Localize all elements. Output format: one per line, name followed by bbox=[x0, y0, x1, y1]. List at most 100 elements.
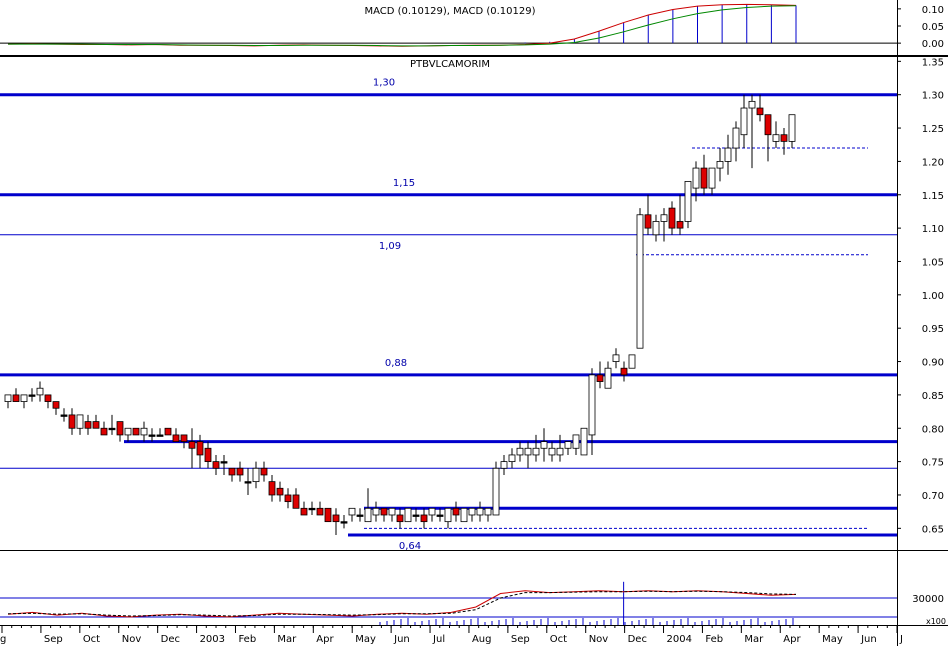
x-tick-label: Dec bbox=[161, 634, 180, 645]
candle-body bbox=[164, 427, 172, 436]
candle-body bbox=[76, 414, 84, 429]
candle-body bbox=[348, 507, 356, 516]
candle-body bbox=[252, 467, 260, 483]
candle-body bbox=[436, 514, 444, 517]
candle-body bbox=[556, 447, 564, 456]
volume-multiplier: x100 bbox=[926, 617, 946, 626]
candle-body bbox=[524, 447, 532, 456]
candle-body bbox=[140, 427, 148, 436]
x-tick-label: Nov bbox=[589, 634, 609, 645]
x-tick-label: Oct bbox=[83, 634, 100, 645]
x-tick-label: J bbox=[899, 634, 903, 645]
candle-body bbox=[492, 467, 500, 516]
candle-body bbox=[284, 494, 292, 503]
candle-body bbox=[372, 507, 380, 516]
price-tick-label: 0.80 bbox=[922, 424, 944, 435]
price-title: PTBVLCAMORIM bbox=[410, 59, 490, 70]
level-label: 1,30 bbox=[373, 78, 395, 89]
candle-body bbox=[396, 514, 404, 523]
price-tick-label: 0.85 bbox=[922, 391, 944, 402]
level-label: 0,88 bbox=[385, 358, 407, 369]
macd-title: MACD (0.10129), MACD (0.10129) bbox=[365, 6, 536, 17]
x-tick-label: Feb bbox=[238, 634, 256, 645]
x-tick-label: Sep bbox=[511, 634, 530, 645]
x-tick-label: Jun bbox=[860, 634, 877, 645]
candle-body bbox=[652, 221, 660, 236]
candle-body bbox=[20, 394, 28, 402]
candle-body bbox=[132, 427, 140, 436]
candle-body bbox=[324, 507, 332, 523]
macd-tick-label: 0.10 bbox=[922, 5, 944, 16]
x-axis: g Sep Oct Nov Dec 2003 Feb Mar Apr May Jun Jul Aug Se… bbox=[0, 625, 903, 645]
price-tick-label: 1.20 bbox=[922, 157, 944, 168]
candle-body bbox=[124, 427, 132, 436]
candle-body bbox=[620, 367, 628, 376]
candle-body bbox=[532, 447, 540, 456]
x-tick-label: Apr bbox=[783, 634, 801, 645]
macd-panel: MACD (0.10129), MACD (0.10129) 0.10 0.05 0… bbox=[0, 3, 944, 50]
volume-panel: 30000 x100 bbox=[0, 581, 946, 626]
candle-body bbox=[36, 387, 44, 396]
price-tick-label: 0.65 bbox=[922, 524, 944, 535]
price-tick-label: 1.25 bbox=[922, 124, 944, 135]
candle-body bbox=[92, 421, 100, 429]
candle-body bbox=[212, 461, 220, 469]
candle-body bbox=[724, 147, 732, 162]
candle-body bbox=[444, 507, 452, 523]
candle-body bbox=[308, 507, 316, 511]
x-tick-label: Sep bbox=[44, 634, 63, 645]
price-tick-label: 1.10 bbox=[922, 224, 944, 235]
x-tick-label: Aug bbox=[472, 634, 492, 645]
candle-body bbox=[204, 447, 212, 463]
candle-body bbox=[748, 100, 756, 109]
candle-body bbox=[300, 507, 308, 516]
x-tick-label: Mar bbox=[277, 634, 297, 645]
macd-tick-label: 0.00 bbox=[922, 39, 944, 50]
candle-body bbox=[604, 367, 612, 389]
candle-body bbox=[260, 467, 268, 476]
price-tick-label: 1.00 bbox=[922, 291, 944, 302]
candle-body bbox=[108, 427, 116, 431]
x-tick-label: May bbox=[822, 634, 843, 645]
candle-body bbox=[60, 414, 68, 417]
level-label: 1,15 bbox=[393, 178, 415, 189]
candle-body bbox=[276, 487, 284, 496]
candle-body bbox=[676, 221, 684, 229]
candle-body bbox=[292, 494, 300, 509]
x-tick-label: Nov bbox=[122, 634, 142, 645]
candle-body bbox=[668, 207, 676, 229]
candle-body bbox=[644, 214, 652, 229]
candle-body bbox=[412, 514, 420, 517]
candle-body bbox=[268, 481, 276, 496]
level-label: 0,64 bbox=[399, 541, 421, 552]
candle-body bbox=[564, 441, 572, 449]
x-tick-label: g bbox=[0, 634, 6, 645]
candle-body bbox=[388, 507, 396, 516]
candle-body bbox=[84, 421, 92, 429]
candle-body bbox=[692, 167, 700, 189]
candle-body bbox=[684, 181, 692, 222]
candle-body bbox=[156, 434, 164, 437]
x-tick-label: 2003 bbox=[200, 634, 225, 645]
candle-body bbox=[572, 434, 580, 449]
x-tick-label: Oct bbox=[550, 634, 567, 645]
candle-body bbox=[788, 114, 796, 142]
candle-body bbox=[460, 507, 468, 523]
x-tick-label: Apr bbox=[316, 634, 334, 645]
candle-body bbox=[28, 394, 36, 397]
candle-body bbox=[172, 434, 180, 442]
candle-body bbox=[732, 127, 740, 149]
candle-body bbox=[780, 134, 788, 142]
candle-body bbox=[708, 167, 716, 189]
candle-body bbox=[452, 507, 460, 516]
price-tick-label: 1.30 bbox=[922, 91, 944, 102]
candle-body bbox=[380, 507, 388, 516]
x-tick-label: 2004 bbox=[667, 634, 692, 645]
candle-body bbox=[484, 507, 492, 516]
candle-body bbox=[596, 374, 604, 382]
candle-body bbox=[12, 394, 20, 402]
candle-body bbox=[700, 167, 708, 189]
candle-body bbox=[188, 441, 196, 449]
